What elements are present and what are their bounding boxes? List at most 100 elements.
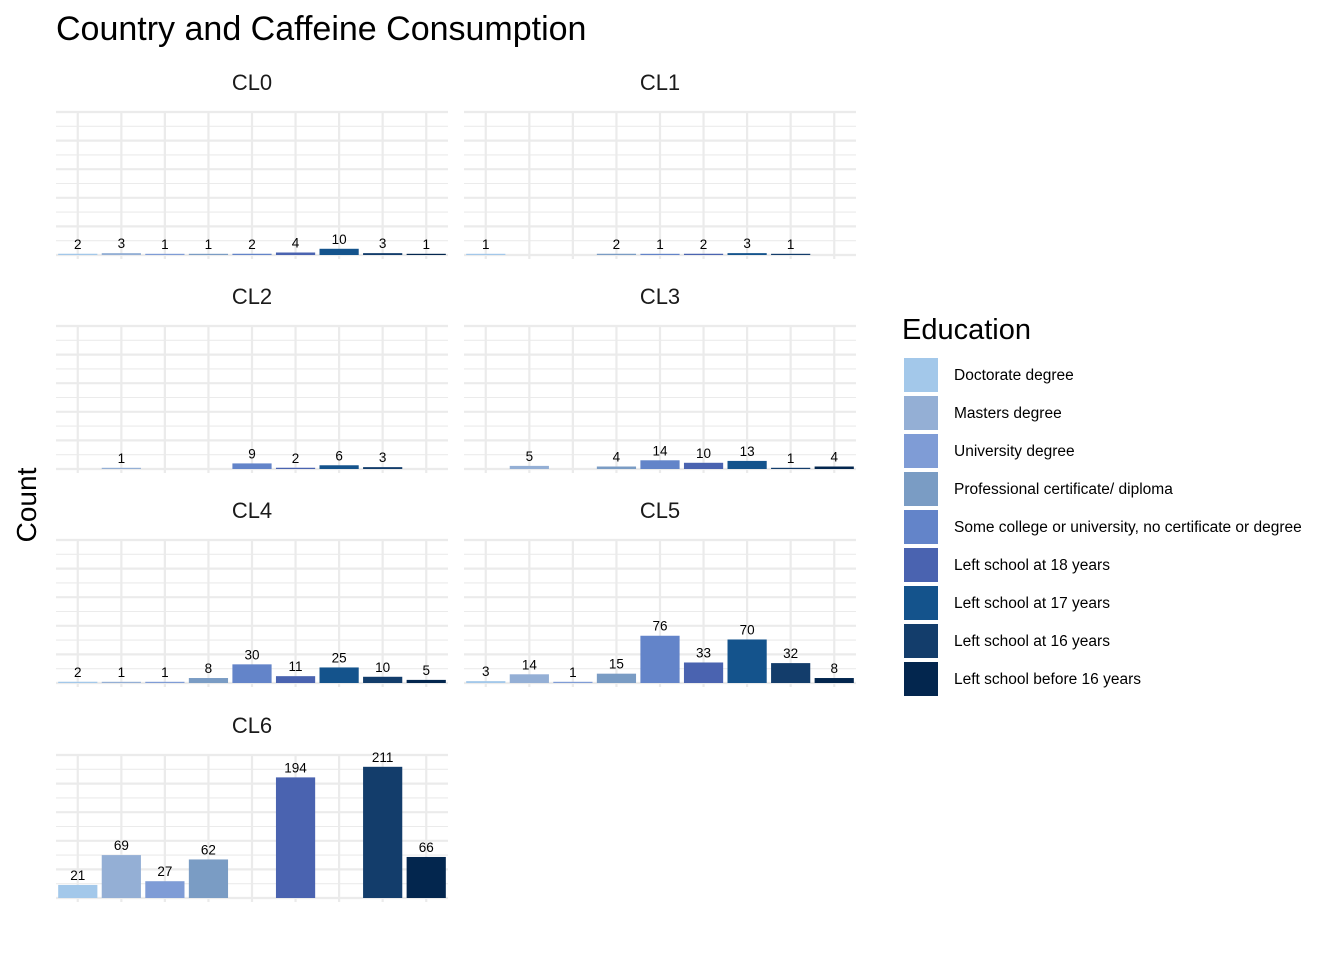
bar-label: 1 (482, 237, 490, 252)
legend-item: University degree (904, 434, 1075, 468)
bar-label: 1 (118, 665, 126, 680)
bar (232, 253, 272, 255)
legend-label: Professional certificate/ diploma (954, 481, 1173, 498)
bar-label: 76 (652, 619, 667, 634)
bar (275, 467, 316, 469)
bar (727, 460, 767, 469)
bar (363, 766, 403, 898)
legend-label: Masters degree (954, 405, 1062, 422)
bar-label: 1 (787, 451, 795, 466)
bar (553, 681, 593, 683)
bar-label: 5 (526, 449, 534, 464)
legend-item: Left school before 16 years (904, 662, 1141, 696)
bar-label: 1 (205, 237, 213, 252)
bar (188, 859, 229, 898)
legend-item: Left school at 18 years (904, 548, 1110, 582)
bar (509, 674, 549, 683)
bar (363, 253, 403, 255)
bar (145, 253, 185, 255)
bar (232, 463, 272, 469)
bar (466, 253, 506, 255)
legend-item: Masters degree (904, 396, 1062, 430)
facet-panel-cl0: CL0 2 3 1 1 2 4 10 3 1 (56, 70, 448, 259)
bar-label: 6 (335, 448, 343, 463)
bar-label: 1 (569, 665, 577, 680)
bar (363, 676, 403, 683)
facet-title: CL0 (232, 70, 272, 95)
legend-swatch (904, 434, 938, 468)
bar (188, 253, 229, 255)
bar-label: 2 (248, 237, 256, 252)
bar (771, 663, 811, 683)
bar (509, 465, 549, 469)
bar (101, 855, 141, 898)
bar (683, 662, 724, 683)
bar (771, 467, 811, 469)
legend-item: Left school at 16 years (904, 624, 1110, 658)
bar (640, 460, 680, 469)
bar (319, 248, 359, 255)
legend-label: Doctorate degree (954, 367, 1074, 384)
bar (814, 678, 854, 683)
bar-label: 15 (609, 657, 624, 672)
facet-title: CL1 (640, 70, 680, 95)
bar (640, 253, 680, 255)
bar (406, 253, 446, 255)
bar (275, 676, 316, 683)
facet-panel-cl6: CL6 21 69 27 62 194 211 66 (56, 713, 448, 902)
bar-label: 11 (289, 659, 303, 674)
legend-label: Some college or university, no certifica… (954, 519, 1302, 536)
bar (232, 664, 272, 683)
legend-items: Doctorate degree Masters degree University… (904, 358, 1302, 696)
bar (58, 681, 98, 683)
bar-label: 13 (740, 444, 755, 459)
chart-title: Country and Caffeine Consumption (56, 10, 586, 48)
bar (319, 667, 359, 683)
bar (596, 466, 637, 469)
legend-label: Left school at 18 years (954, 557, 1110, 574)
bar-label: 3 (118, 236, 126, 251)
bar-label: 21 (70, 868, 85, 883)
bar-label: 32 (783, 646, 798, 661)
bar-label: 1 (161, 665, 169, 680)
legend-swatch (904, 396, 938, 430)
bar (319, 465, 359, 469)
bar (406, 856, 446, 898)
bar (275, 777, 316, 898)
bar-label: 1 (161, 237, 169, 252)
gridlines (464, 110, 856, 259)
legend-swatch (904, 358, 938, 392)
bar-label: 66 (419, 840, 434, 855)
bar-label: 33 (696, 645, 711, 660)
legend-item: Some college or university, no certifica… (904, 510, 1302, 544)
bar (58, 884, 98, 898)
bar (363, 467, 403, 469)
facet-panel-cl2: CL2 1 9 2 6 3 (56, 284, 448, 473)
legend-label: University degree (954, 443, 1075, 460)
bar-label: 4 (830, 450, 838, 465)
bar-label: 3 (482, 664, 490, 679)
bar-label: 2 (613, 237, 621, 252)
bar (101, 467, 141, 469)
bar-label: 2 (74, 237, 82, 252)
bar-label: 2 (700, 237, 708, 252)
legend-title: Education (902, 314, 1031, 346)
bar (814, 466, 854, 469)
legend-swatch (904, 548, 938, 582)
bar-label: 1 (787, 237, 795, 252)
bar (101, 681, 141, 683)
bar-label: 9 (248, 446, 256, 461)
bar (771, 253, 811, 255)
bar-label: 3 (379, 450, 387, 465)
bar-label: 10 (375, 660, 390, 675)
gridlines (56, 110, 448, 259)
legend-item: Professional certificate/ diploma (904, 472, 1173, 506)
facet-title: CL6 (232, 713, 272, 738)
facet-panel-cl1: CL1 1 2 1 2 3 1 (464, 70, 856, 259)
legend-label: Left school at 17 years (954, 595, 1110, 612)
bar (275, 252, 316, 255)
bar (727, 253, 767, 255)
gridlines (56, 538, 448, 687)
